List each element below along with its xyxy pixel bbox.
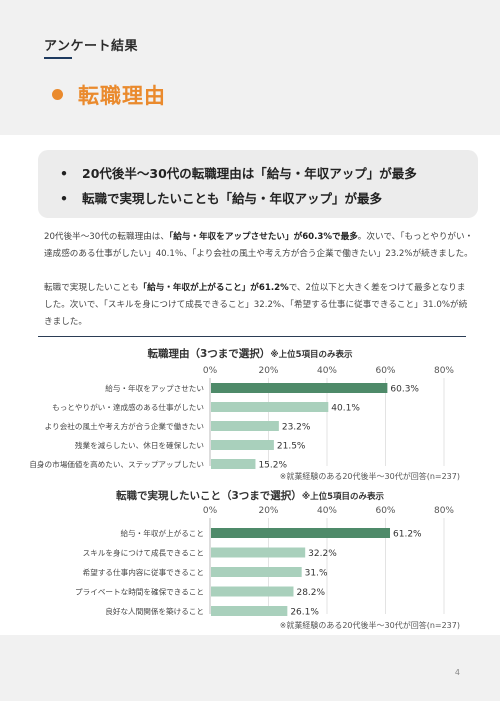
chart-note: ※上位5項目のみ表示 [270, 350, 353, 360]
x-tick-label: 60% [375, 366, 395, 376]
goals-bar-chart: 0% 20% 40% 60% 80% 給与・年収が上がること 61.2% スキルを身につけて成… [75, 506, 454, 618]
bullet-icon: • [60, 166, 68, 181]
x-tick-label: 0% [203, 366, 218, 376]
bar [211, 547, 306, 558]
value-label: 61.2% [393, 530, 422, 540]
bullet-icon: • [60, 191, 68, 206]
chart-title-text: 転職で実現したいこと（3つまで選択） [116, 490, 302, 502]
category-label: スキルを身につけて成長できること [83, 548, 204, 558]
category-label: 給与・年収が上がること [120, 528, 204, 538]
para-text: 転職で実現したいことも [44, 283, 139, 293]
summary-text: 転職で実現したいことも「給与・年収アップ」が最多 [82, 191, 383, 206]
bar [211, 421, 279, 431]
bar [211, 567, 302, 577]
paragraph-goals: 転職で実現したいことも「給与・年収が上がること」が61.2%で、2位以下と大きく… [44, 280, 474, 331]
category-label: 良好な人間関係を築けること [105, 606, 204, 616]
bar [211, 440, 274, 450]
value-label: 32.2% [308, 549, 337, 559]
value-label: 26.1% [290, 608, 319, 618]
header-band [0, 0, 500, 135]
x-tick-label: 0% [203, 506, 218, 516]
chart-source: ※就業経験のある20代後半〜30代が回答(n=237) [279, 621, 460, 630]
x-tick-label: 40% [317, 366, 337, 376]
chart-title: 転職で実現したいこと（3つまで選択）※上位5項目のみ表示 [0, 488, 500, 503]
x-tick-label: 20% [258, 506, 278, 516]
value-label: 23.2% [282, 423, 311, 433]
x-tick-label: 60% [375, 506, 395, 516]
title-bullet-dot [52, 89, 63, 100]
chart-title: 転職理由（3つまで選択）※上位5項目のみ表示 [0, 346, 500, 361]
x-tick-label: 80% [434, 366, 454, 376]
category-label: 自身の市場価値を高めたい、ステップアップしたい [29, 459, 204, 469]
bar [211, 586, 294, 597]
category-label: 残業を減らしたい、休日を確保したい [75, 440, 204, 450]
category-label: 希望する仕事内容に従事できること [83, 567, 204, 577]
category-label: もっとやりがい・達成感のある仕事がしたい [52, 402, 204, 412]
value-label: 60.3% [390, 385, 419, 395]
category-label: プライベートな時間を確保できること [75, 587, 204, 597]
value-label: 15.2% [258, 461, 287, 471]
category-label: 給与・年収をアップさせたい [105, 383, 204, 393]
category-label: より会社の風土や考え方が合う企業で働きたい [45, 421, 204, 431]
para-text: で、2位以下と大きく差をつけて最多となりました。次いで、「スキルを身につけて成長… [44, 283, 468, 327]
page-number: 4 [454, 668, 460, 677]
para-bold: 「給与・年収が上がること」が61.2% [138, 283, 289, 293]
bar [211, 459, 256, 469]
value-label: 31.% [305, 569, 328, 579]
summary-item: • 20代後半〜30代の転職理由は「給与・年収アップ」が最多 [60, 163, 417, 182]
footer-band [0, 635, 500, 701]
summary-item: • 転職で実現したいことも「給与・年収アップ」が最多 [60, 188, 382, 207]
x-tick-label: 20% [258, 366, 278, 376]
value-label: 21.5% [277, 442, 306, 452]
bar [211, 606, 288, 616]
x-tick-label: 80% [434, 506, 454, 516]
value-label: 40.1% [331, 404, 360, 414]
para-text: 。次いで、「もっとやりがい・達成感のある仕事がしたい」40.1％、「より会社の風… [44, 232, 474, 259]
bar [211, 528, 391, 538]
reasons-bar-chart: 0% 20% 40% 60% 80% 給与・年収をアップさせたい 60.3% もっとやりがい・… [29, 366, 454, 471]
para-bold: 「給与・年収をアップさせたい」が60.3%で最多 [169, 232, 358, 242]
page-title: 転職理由 [78, 84, 166, 108]
summary-box: • 20代後半〜30代の転職理由は「給与・年収アップ」が最多 • 転職で実現したいこ… [38, 150, 478, 218]
chart-note: ※上位5項目のみ表示 [301, 492, 384, 502]
divider [38, 336, 466, 337]
x-tick-label: 40% [317, 506, 337, 516]
bar [211, 383, 388, 393]
value-label: 28.2% [296, 588, 325, 598]
chart-source: ※就業経験のある20代後半〜30代が回答(n=237) [279, 472, 460, 481]
chart-title-text: 転職理由（3つまで選択） [147, 348, 271, 360]
bar [211, 402, 329, 412]
paragraph-reasons: 20代後半〜30代の転職理由は、「給与・年収をアップさせたい」が60.3%で最多… [44, 229, 474, 263]
summary-text: 20代後半〜30代の転職理由は「給与・年収アップ」が最多 [82, 166, 417, 181]
section-label: アンケート結果 [44, 39, 138, 54]
section-underline [44, 57, 72, 59]
para-text: 20代後半〜30代の転職理由は、 [44, 232, 169, 242]
